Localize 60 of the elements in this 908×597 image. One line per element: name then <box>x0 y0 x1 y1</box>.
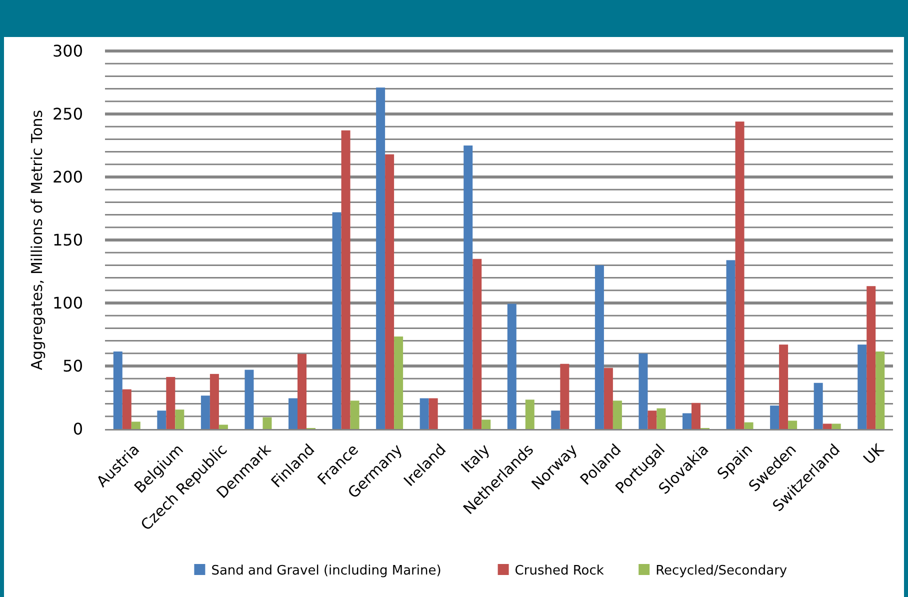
bar <box>113 352 122 429</box>
bar <box>507 304 516 429</box>
bar <box>638 353 648 429</box>
y-tick-label: 200 <box>52 168 83 187</box>
bar <box>594 265 604 429</box>
bar <box>822 424 832 429</box>
bar <box>472 258 482 429</box>
bar <box>560 364 570 429</box>
bar <box>779 344 788 429</box>
bar <box>218 424 228 429</box>
y-axis-title: Aggregates, Millions of Metric Tons <box>28 110 46 370</box>
bar <box>612 400 622 429</box>
y-tick-label: 150 <box>52 230 83 250</box>
y-tick-label: 250 <box>52 104 83 124</box>
bar <box>288 398 298 429</box>
bar <box>166 376 176 429</box>
bar <box>332 212 342 429</box>
y-tick-label: 300 <box>52 42 83 61</box>
bar <box>385 154 394 429</box>
bar <box>131 422 140 429</box>
bar <box>262 417 272 429</box>
y-tick-label: 100 <box>52 294 83 313</box>
bar <box>298 354 306 429</box>
bar <box>428 398 438 429</box>
bar <box>656 408 666 429</box>
y-tick-label: 50 <box>62 356 83 376</box>
bar <box>525 400 534 429</box>
legend-label: Recycled/Secondary <box>656 564 788 579</box>
bar <box>341 130 350 429</box>
x-tick-label: UK <box>860 440 888 468</box>
bar <box>350 400 360 429</box>
bar <box>876 352 885 429</box>
legend-label: Sand and Gravel (including Marine) <box>211 564 442 579</box>
bar <box>692 402 700 429</box>
bar <box>200 396 210 429</box>
bar <box>551 410 560 429</box>
bar <box>814 382 823 429</box>
bar <box>122 389 132 429</box>
bar <box>464 146 473 429</box>
legend-label: Crushed Rock <box>514 564 604 579</box>
bar <box>420 398 429 429</box>
bar <box>832 424 841 429</box>
y-tick-label: 0 <box>72 420 83 439</box>
bar <box>858 344 867 429</box>
bar <box>210 374 219 429</box>
bar <box>726 260 736 429</box>
bar <box>788 420 798 429</box>
bar <box>157 410 166 429</box>
bar <box>175 410 184 429</box>
bar <box>770 406 780 429</box>
bar <box>648 410 657 429</box>
bar <box>376 88 386 429</box>
bar <box>244 370 254 429</box>
bar <box>682 413 692 429</box>
bar <box>744 422 754 429</box>
bar <box>394 336 404 429</box>
bar <box>866 286 876 429</box>
bar <box>604 368 613 429</box>
bar <box>482 420 491 429</box>
bar <box>735 122 744 429</box>
